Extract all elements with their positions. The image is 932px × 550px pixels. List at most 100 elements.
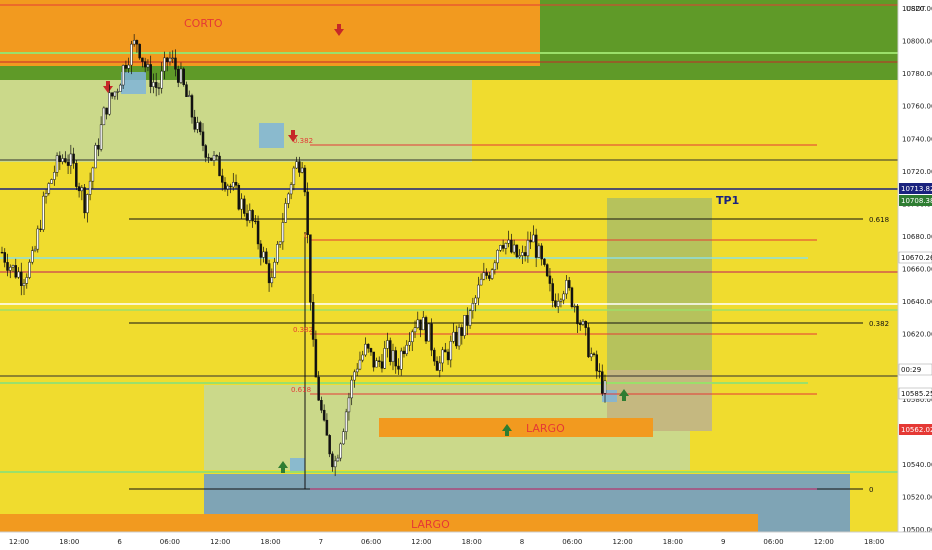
candle-body: [292, 167, 296, 185]
candle-body: [548, 275, 552, 284]
candle-body: [540, 245, 543, 260]
candle-body: [196, 122, 199, 130]
candle-body: [55, 155, 59, 173]
candle-body: [22, 283, 26, 286]
candle-body: [504, 243, 508, 249]
candle-body: [174, 57, 177, 70]
red-fib-label-1: 0.382: [293, 137, 313, 145]
tp-label: TP1: [716, 194, 739, 207]
candle-body: [554, 300, 557, 307]
candle-body: [460, 327, 464, 336]
candle-body: [493, 262, 497, 271]
price-tick-label: 10800.00: [902, 38, 932, 46]
candle-body: [273, 261, 276, 278]
svg-text:10562.02: 10562.02: [901, 426, 932, 434]
candle-body: [512, 244, 516, 253]
candle-body: [523, 252, 527, 257]
time-tick-label: 12:00: [814, 538, 834, 546]
candle-body: [534, 234, 538, 258]
fib-label-0382: 0.382: [869, 320, 889, 328]
candle-body: [138, 43, 141, 59]
price-tick-label: 10520.00: [902, 493, 932, 501]
time-tick-label: 9: [721, 538, 725, 546]
candle-body: [331, 453, 334, 468]
candle-body: [309, 234, 312, 303]
candle-body: [176, 69, 180, 83]
candle-body: [113, 91, 117, 97]
candle-body: [187, 95, 191, 97]
candle-body: [438, 362, 442, 371]
candle-body: [179, 68, 183, 83]
candle-body: [75, 163, 78, 187]
candle-body: [441, 349, 444, 364]
price-tick-label: 10760.00: [902, 103, 932, 111]
candle-body: [42, 195, 45, 230]
candle-body: [94, 145, 97, 169]
fib-label-0: 0: [869, 486, 873, 494]
candle-body: [562, 293, 565, 301]
candle-body: [482, 272, 486, 280]
candle-body: [388, 340, 392, 362]
candle-body: [411, 331, 414, 342]
long-zone-mid-label: LARGO: [526, 422, 565, 435]
candle-body: [380, 361, 384, 369]
candle-body: [132, 40, 136, 45]
candle-body: [490, 269, 494, 279]
candle-body: [435, 360, 439, 371]
price-tick-label: 10640.00: [902, 298, 932, 306]
candle-body: [306, 191, 309, 235]
candle-body: [347, 397, 351, 413]
svg-text:10713.82: 10713.82: [901, 185, 932, 193]
candle-body: [499, 245, 502, 251]
candle-body: [171, 57, 174, 60]
candle-body: [265, 251, 268, 264]
candle-body: [270, 277, 274, 284]
candle-body: [88, 180, 92, 195]
candle-body: [11, 265, 15, 268]
candle-body: [399, 350, 403, 370]
candle-body: [479, 278, 483, 286]
candle-body: [413, 327, 417, 333]
candle-body: [463, 315, 466, 336]
time-tick-label: 8: [520, 538, 524, 546]
candle-body: [391, 350, 395, 362]
candle-body: [80, 187, 84, 192]
candle-body: [160, 70, 163, 89]
candle-body: [570, 287, 574, 307]
candle-body: [66, 161, 70, 166]
candle-body: [452, 331, 455, 342]
candle-body: [165, 57, 169, 63]
red-fib-label-4: 0.618: [291, 386, 311, 394]
buy-arrow-icon: [278, 461, 288, 473]
time-axis[interactable]: [0, 532, 932, 550]
candle-body: [9, 266, 12, 271]
candle-body: [474, 297, 477, 304]
price-badge: 10670.26: [898, 251, 932, 264]
candle-body: [587, 327, 590, 358]
candle-body: [344, 411, 348, 432]
candle-body: [455, 331, 458, 347]
candle-body: [276, 244, 279, 263]
time-tick-label: 18:00: [59, 538, 79, 546]
candle-body: [154, 82, 158, 88]
candle-body: [20, 271, 23, 286]
candle-body: [278, 241, 282, 245]
time-tick-label: 18:00: [260, 538, 280, 546]
candle-body: [468, 310, 472, 326]
price-tick-label: 10580.00: [902, 396, 932, 404]
candle-body: [353, 371, 356, 381]
candle-body: [267, 263, 271, 284]
candle-body: [521, 252, 524, 256]
candle-body: [251, 210, 254, 222]
time-tick-label: 7: [319, 538, 323, 546]
background-zone-upper-light: [0, 80, 472, 162]
candle-body: [3, 252, 7, 263]
candle-body: [545, 264, 549, 277]
price-axis[interactable]: [898, 0, 932, 550]
candle-body: [44, 193, 48, 197]
candle-body: [320, 400, 323, 411]
candle-body: [444, 349, 447, 353]
candle-body: [232, 182, 235, 188]
